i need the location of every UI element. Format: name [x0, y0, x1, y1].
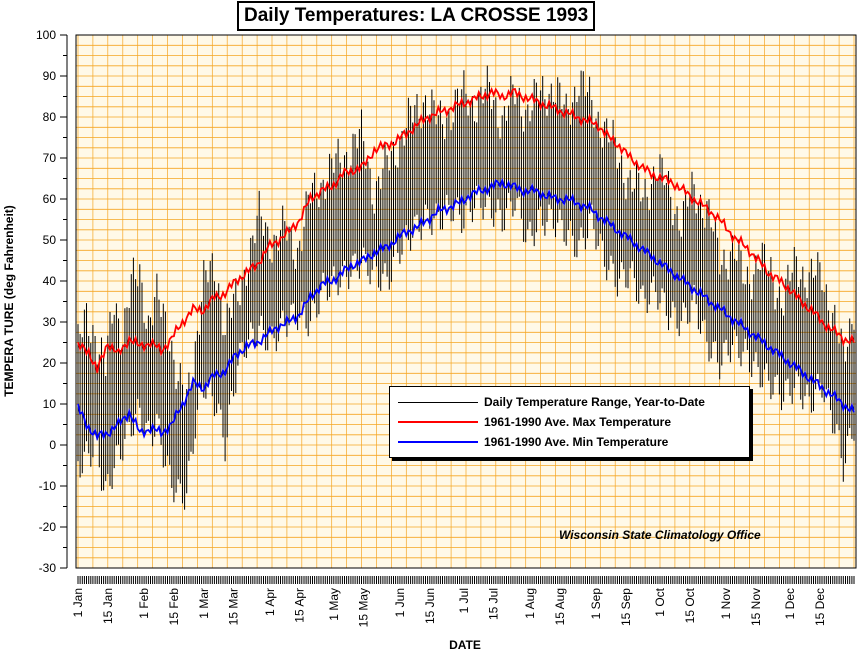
- legend-swatch-max: [398, 421, 478, 423]
- x-tick-label: 1 Mar: [197, 588, 211, 619]
- grid-lines: [76, 34, 856, 569]
- x-tick-label: 1 Sep: [589, 588, 603, 620]
- x-tick-label: 15 Oct: [683, 587, 697, 623]
- x-tick-label: 1 Dec: [783, 588, 797, 619]
- y-tick-label: 80: [43, 110, 57, 124]
- y-tick-label: -30: [39, 561, 57, 575]
- x-tick-label: 15 Nov: [749, 588, 763, 626]
- chart-title: Daily Temperatures: LA CROSSE 1993: [237, 1, 596, 31]
- y-tick-label: 10: [43, 397, 57, 411]
- legend-item-max: 1961-1990 Ave. Max Temperature: [398, 413, 671, 431]
- y-tick-label: 90: [43, 69, 57, 83]
- x-tick-label: 15 Jan: [101, 588, 115, 624]
- legend-label-max: 1961-1990 Ave. Max Temperature: [484, 415, 671, 429]
- plot-frame: [75, 34, 857, 569]
- x-tick-label: 15 Dec: [813, 588, 827, 626]
- x-tick-label: 15 Sep: [619, 588, 633, 626]
- y-tick-label: 0: [49, 438, 56, 452]
- x-tick-label: 1 Oct: [653, 587, 667, 616]
- y-tick-label: -20: [39, 520, 57, 534]
- x-tick-label: 1 Apr: [263, 588, 277, 616]
- series-line-ave-max: [77, 87, 855, 373]
- legend-swatch-min: [398, 441, 478, 443]
- series-line-ave-min: [77, 177, 855, 442]
- y-tick-label: 100: [36, 28, 56, 42]
- x-tick-label: 15 Feb: [167, 588, 181, 626]
- x-tick-label: 15 Mar: [227, 588, 241, 625]
- x-tick-label: 1 Aug: [523, 588, 537, 619]
- y-axis: -30 -20 -10 0 10 20 30 40 50 60 70 80 90 100: [36, 28, 68, 575]
- credit-text: Wisconsin State Climatology Office: [559, 528, 761, 542]
- y-tick-label: -10: [39, 479, 57, 493]
- x-tick-label: 1 Jun: [393, 588, 407, 617]
- x-tick-label: 15 Aug: [553, 588, 567, 625]
- legend-swatch-range: [398, 401, 478, 403]
- x-tick-label: 1 Jan: [71, 588, 85, 617]
- x-tick-label: 15 Apr: [293, 588, 307, 623]
- y-tick-label: 70: [43, 151, 57, 165]
- legend-label-min: 1961-1990 Ave. Min Temperature: [484, 435, 669, 449]
- x-tick-label: 15 Jun: [423, 588, 437, 624]
- x-tick-label: 1 May: [327, 588, 341, 621]
- x-tick-label: 15 May: [357, 588, 371, 627]
- x-tick-label: 1 Feb: [137, 588, 151, 619]
- legend-label-range: Daily Temperature Range, Year-to-Date: [484, 395, 705, 409]
- y-tick-label: 20: [43, 356, 57, 370]
- y-tick-label: 30: [43, 315, 57, 329]
- legend-item-range: Daily Temperature Range, Year-to-Date: [398, 393, 705, 411]
- legend-item-min: 1961-1990 Ave. Min Temperature: [398, 433, 668, 451]
- x-tick-label: 1 Jul: [457, 588, 471, 613]
- x-tick-label: 1 Nov: [719, 588, 733, 619]
- y-axis-label: TEMPERA TURE (deg Fahrenheit): [2, 205, 16, 397]
- x-tick-label: 15 Jul: [487, 588, 501, 620]
- chart-legend: Daily Temperature Range, Year-to-Date 19…: [389, 386, 750, 458]
- y-tick-label: 40: [43, 274, 57, 288]
- y-tick-label: 50: [43, 233, 57, 247]
- y-tick-label: 60: [43, 192, 57, 206]
- x-axis-label: DATE: [449, 638, 481, 652]
- x-axis: 1 Jan 15 Jan 1 Feb 15 Feb 1 Mar 15 Mar 1 Apr 15…: [71, 576, 855, 627]
